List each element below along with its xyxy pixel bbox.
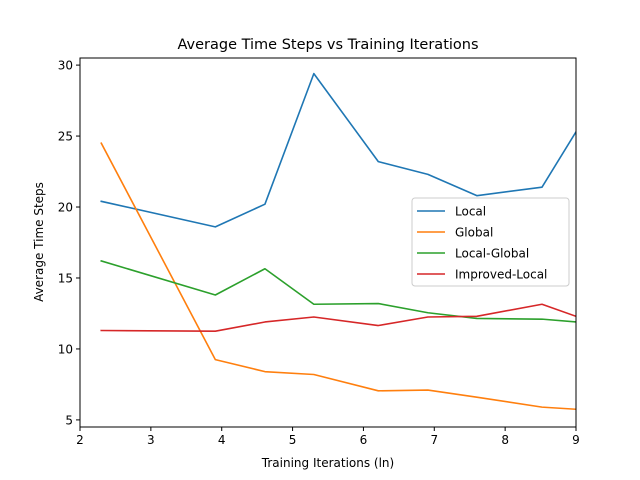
series-line-local [100, 72, 576, 228]
legend: Local Global Local-Global Improved-Local [411, 197, 570, 287]
y-axis-ticks: 5 10 15 20 25 30 [58, 59, 80, 427]
y-tick-label: 25 [58, 130, 73, 144]
x-tick-label: 9 [572, 433, 580, 447]
legend-box [411, 197, 570, 287]
y-tick-label: 15 [58, 271, 73, 285]
chart-title: Average Time Steps vs Training Iteration… [177, 37, 478, 53]
y-axis-label: Average Time Steps [32, 182, 46, 302]
x-tick-label: 7 [430, 433, 438, 447]
x-tick-label: 6 [360, 433, 368, 447]
x-axis-ticks: 2 3 4 5 6 7 8 9 [76, 427, 580, 447]
x-tick-label: 8 [501, 433, 509, 447]
series-line-global [100, 142, 576, 411]
y-tick-label: 30 [58, 59, 73, 73]
x-tick-label: 5 [289, 433, 297, 447]
legend-label: Improved-Local [455, 268, 547, 282]
x-tick-label: 4 [218, 433, 226, 447]
series-line-improved-local [100, 303, 576, 333]
y-tick-label: 5 [65, 413, 73, 427]
series-lines [100, 72, 576, 411]
x-tick-label: 3 [147, 433, 155, 447]
legend-label: Local [455, 205, 486, 219]
y-tick-label: 10 [58, 342, 73, 356]
y-tick-label: 20 [58, 201, 73, 215]
x-axis-label: Training Iterations (ln) [261, 456, 394, 470]
x-tick-label: 2 [76, 433, 84, 447]
legend-label: Local-Global [455, 247, 529, 261]
axes-frame [79, 57, 577, 428]
series-line-local-global [100, 259, 576, 323]
legend-label: Global [455, 226, 493, 240]
